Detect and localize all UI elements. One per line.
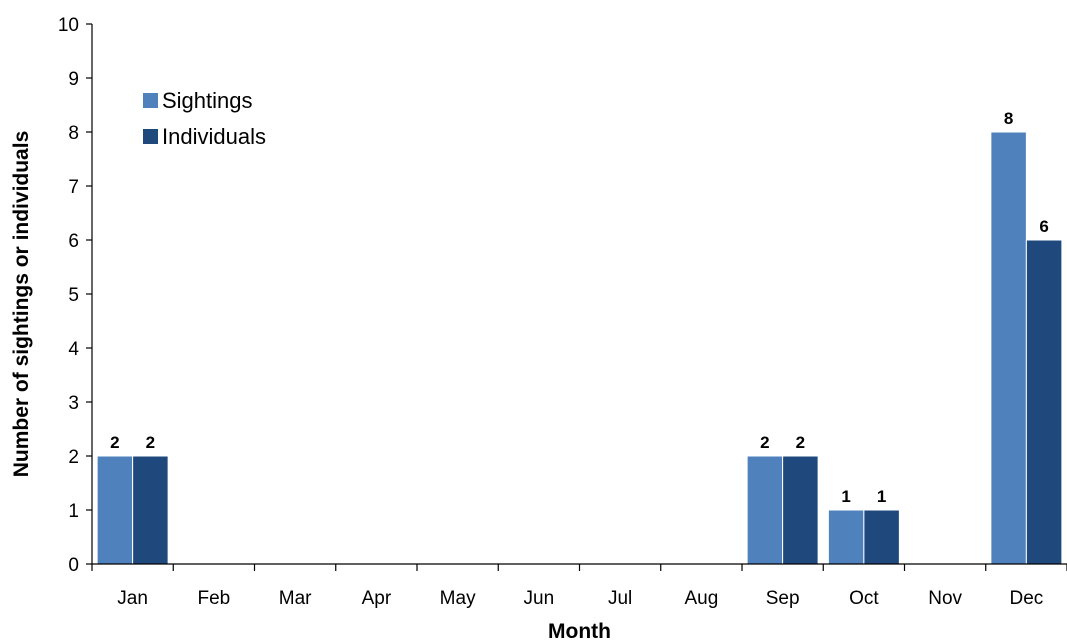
x-tick-label: Nov: [928, 588, 962, 609]
bar-individuals-jan: [132, 455, 169, 565]
data-label-sightings-dec: 8: [1004, 109, 1013, 128]
y-tick-label: 0: [68, 555, 79, 576]
x-tick-label: Feb: [198, 588, 231, 609]
x-tick-label: Mar: [279, 588, 312, 609]
y-axis-ticks: 0 1 2 3 4 5 6 7 8 9 10: [58, 15, 92, 576]
bars-layer: [96, 131, 1063, 565]
data-labels-layer: 2 2 2 2 1 1 8 6: [110, 109, 1049, 506]
x-tick-label: Jun: [524, 588, 555, 609]
x-tick-label: Dec: [1009, 588, 1043, 609]
bar-sightings-jan: [96, 455, 134, 565]
x-tick-label: Jan: [117, 588, 148, 609]
legend-label-sightings: Sightings: [162, 88, 253, 113]
x-tick-label: Sep: [766, 588, 800, 609]
x-axis-title: Month: [548, 620, 611, 642]
data-label-individuals-sep: 2: [796, 433, 805, 452]
legend-swatch-sightings: [143, 93, 158, 108]
y-tick-label: 2: [68, 447, 79, 468]
y-tick-label: 4: [68, 339, 79, 360]
y-tick-label: 10: [58, 15, 79, 36]
bar-individuals-sep: [782, 455, 819, 565]
bar-individuals-dec: [1025, 239, 1063, 565]
y-tick-label: 1: [68, 501, 79, 522]
bar-sightings-sep: [746, 455, 784, 565]
x-tick-label: Apr: [362, 588, 392, 609]
x-tick-label: May: [440, 588, 476, 609]
legend: Sightings Individuals: [143, 88, 266, 149]
legend-swatch-individuals: [143, 129, 158, 144]
bar-sightings-oct: [827, 509, 865, 565]
data-label-sightings-jan: 2: [110, 433, 119, 452]
x-tick-label: Aug: [684, 588, 718, 609]
x-axis-ticks: Jan Feb Mar Apr May Jun Jul Aug Sep Oct Nov Dec: [91, 564, 1067, 609]
y-tick-label: 5: [68, 285, 79, 306]
y-tick-label: 6: [68, 231, 79, 252]
x-tick-label: Jul: [608, 588, 632, 609]
bar-sightings-dec: [990, 131, 1027, 565]
y-axis-title: Number of sightings or individuals: [10, 131, 33, 478]
x-tick-label: Oct: [849, 588, 879, 609]
legend-label-individuals: Individuals: [162, 124, 266, 149]
data-label-individuals-jan: 2: [146, 433, 155, 452]
data-label-individuals-dec: 6: [1039, 217, 1048, 236]
y-tick-label: 3: [68, 393, 79, 414]
y-tick-label: 8: [68, 123, 79, 144]
data-label-sightings-oct: 1: [841, 487, 850, 506]
data-label-sightings-sep: 2: [760, 433, 769, 452]
y-tick-label: 7: [68, 177, 79, 198]
data-label-individuals-oct: 1: [877, 487, 886, 506]
y-tick-label: 9: [68, 69, 79, 90]
bar-individuals-oct: [863, 509, 900, 565]
